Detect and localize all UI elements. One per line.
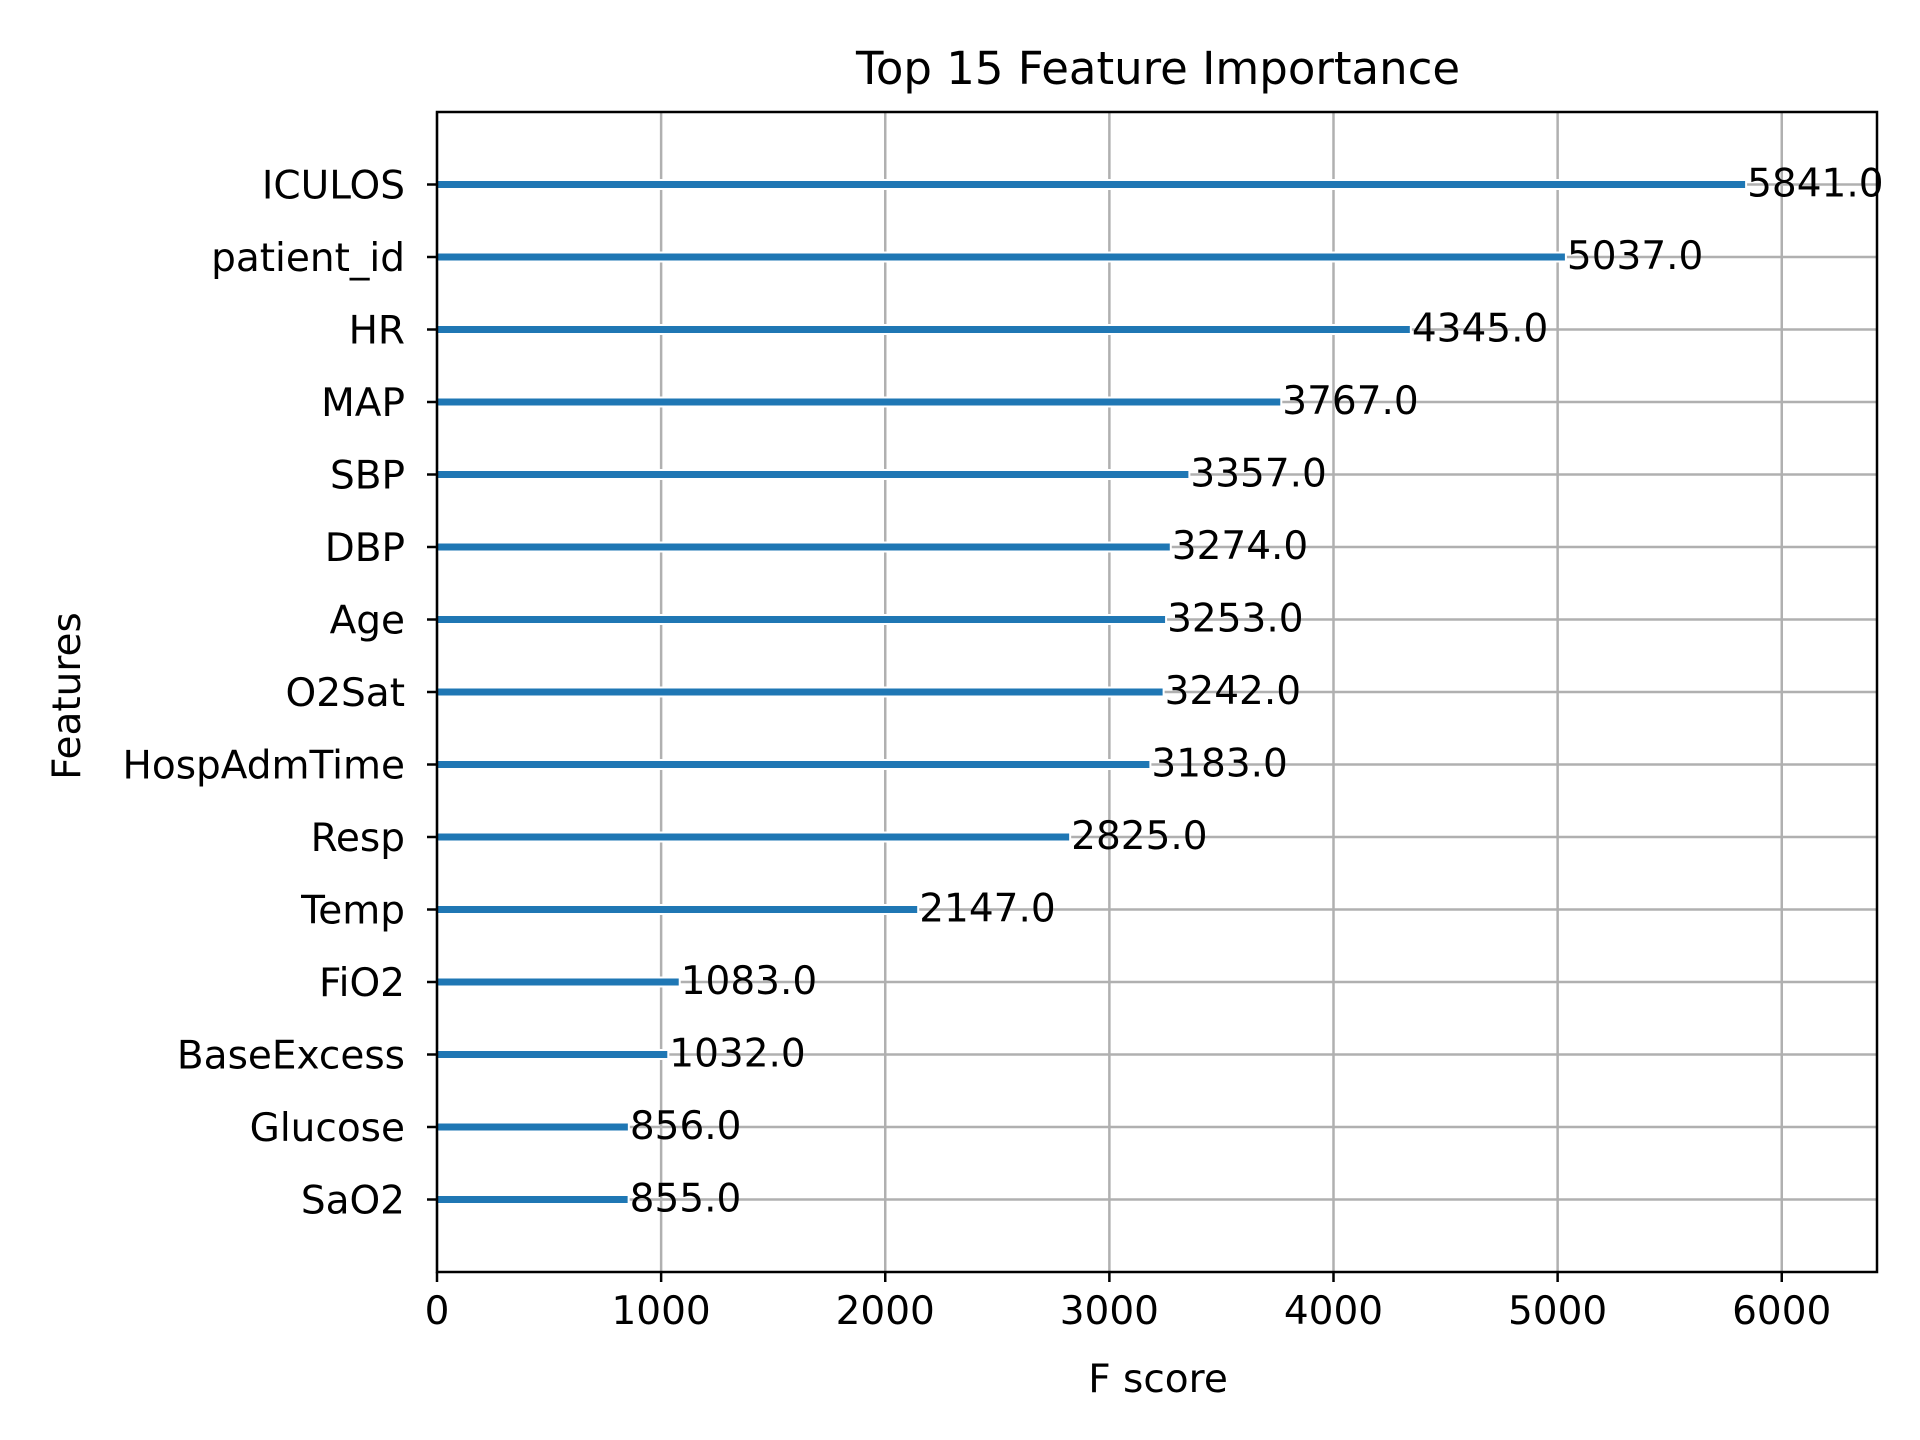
bar-iculos [436,179,1748,190]
x-tick-label: 6000 [1732,1289,1831,1334]
bar-resp [436,831,1072,843]
data-label: 855.0 [630,1177,742,1222]
y-tick-label: patient_id [211,236,405,281]
x-tick-label: 0 [425,1289,450,1334]
bar-o2sat [436,686,1165,698]
data-label: 2825.0 [1071,814,1207,859]
label-layer: 0 1000 2000 3000 4000 5000 6000 ICULOS 5841.0 pat… [123,162,1884,1335]
bar-sbp [436,469,1191,480]
data-label: 1032.0 [669,1032,805,1077]
y-tick-label: Age [330,599,405,644]
y-tick-label: DBP [325,526,405,571]
data-label: 3242.0 [1165,669,1301,714]
y-tick-label: SaO2 [301,1179,405,1224]
y-axis-label: Features [45,612,90,780]
y-tick-label: Resp [311,816,405,861]
y-tick-label: HR [349,309,405,354]
bar-age [436,614,1168,625]
y-tick-label: MAP [321,381,405,426]
data-label: 3767.0 [1282,379,1418,424]
y-tick-label: Temp [300,889,405,934]
bar-baseexcess [436,1049,670,1060]
bar-sao2 [436,1194,630,1205]
bar-dbp [436,541,1172,553]
y-tick-label: ICULOS [262,164,405,209]
bar-temp [436,904,920,915]
bar-layer [436,179,1748,1205]
bar-fio2 [436,976,681,988]
bar-map [436,396,1283,408]
y-tick-label: HospAdmTime [123,744,405,789]
y-tick-label: BaseExcess [177,1034,405,1079]
y-tick-label: Glucose [250,1106,405,1151]
data-label: 1083.0 [681,959,817,1004]
data-label: 4345.0 [1412,307,1548,352]
chart-title: Top 15 Feature Importance [855,42,1460,95]
y-tick-label: O2Sat [286,671,405,716]
bar-hospadmtime [436,759,1152,770]
tick-layer [427,183,1783,1282]
data-label: 2147.0 [919,887,1055,932]
data-label: 3274.0 [1172,524,1308,569]
x-tick-label: 1000 [611,1289,710,1334]
x-tick-label: 4000 [1284,1289,1383,1334]
y-tick-label: SBP [330,454,405,499]
bar-hr [436,324,1412,335]
data-label: 3253.0 [1167,597,1303,642]
data-label: 3357.0 [1190,452,1326,497]
bar-patient-id [436,251,1567,263]
x-tick-label: 3000 [1060,1289,1159,1334]
data-label: 5841.0 [1747,162,1883,207]
x-tick-label: 5000 [1508,1289,1607,1334]
data-label: 3183.0 [1151,742,1287,787]
bar-glucose [436,1121,630,1133]
data-label: 856.0 [630,1104,742,1149]
x-tick-label: 2000 [836,1289,935,1334]
y-tick-label: FiO2 [319,961,405,1006]
data-label: 5037.0 [1567,234,1703,279]
x-axis-label: F score [1088,1357,1228,1402]
